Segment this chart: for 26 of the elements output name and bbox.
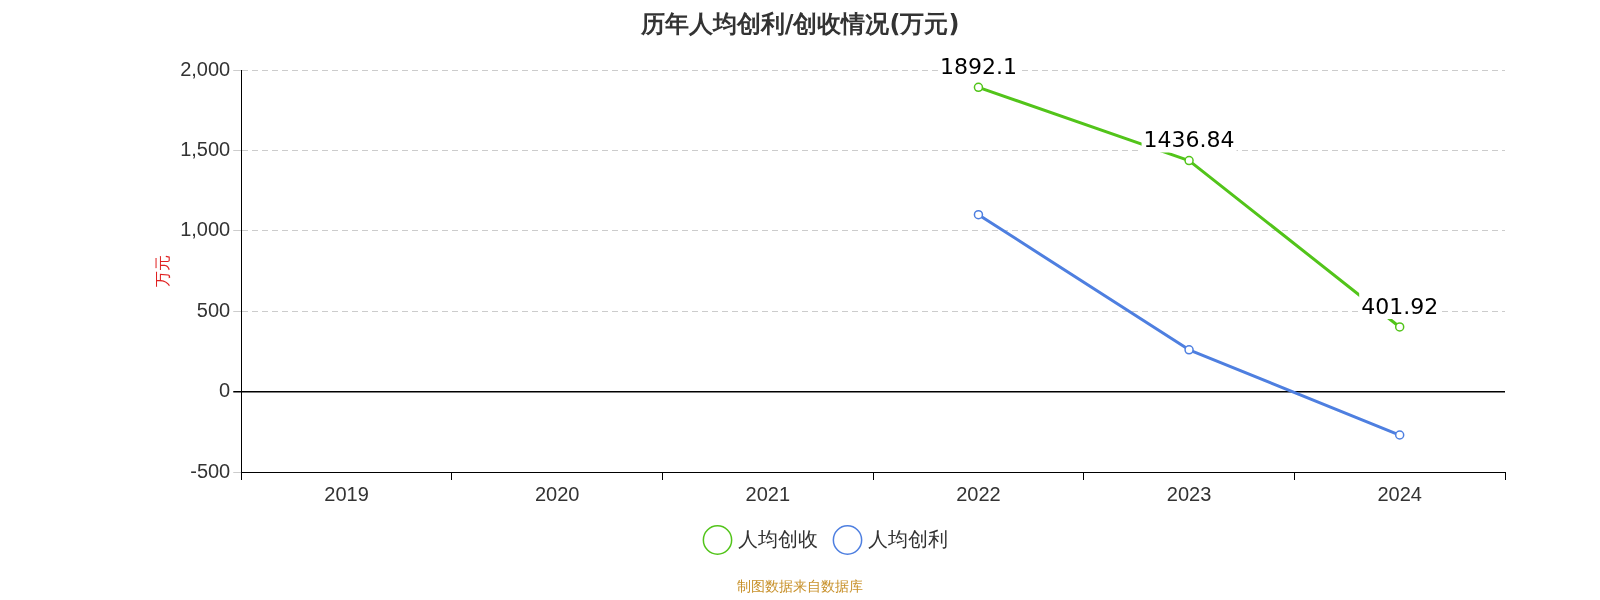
y-tick-label: 1,500 (180, 137, 231, 160)
data-label: 1436.84 (1143, 127, 1235, 153)
point (1394, 430, 1405, 440)
legend-label: 人均创利 (867, 527, 948, 550)
x-tick-label: 2019 (324, 482, 369, 505)
y-tick-label: -500 (190, 459, 231, 482)
legend-label: 人均创收 (737, 527, 818, 550)
chart-title: 历年人均创利/创收情况(万元) (639, 9, 961, 40)
data-label: 1892.1 (939, 54, 1017, 80)
point (1184, 345, 1194, 355)
x-tick-label: 2020 (534, 482, 580, 505)
y-tick-label: 0 (219, 379, 231, 402)
y-axis-title: 万元 (154, 255, 172, 287)
y-tick-label: 2,000 (180, 57, 231, 80)
point (1184, 155, 1194, 166)
text: 制图数据来自数据库 (736, 578, 864, 596)
point (973, 209, 984, 220)
x-tick-label: 2022 (956, 482, 1001, 505)
x-tick-label: 2024 (1377, 482, 1422, 505)
y-tick-label: 1,000 (180, 218, 231, 241)
data-label: 401.92 (1361, 293, 1439, 319)
x-tick-label: 2021 (745, 482, 791, 505)
y-tick-label: 500 (196, 298, 231, 321)
x-tick-label: 2023 (1166, 482, 1212, 505)
point (973, 82, 984, 93)
point (1394, 322, 1405, 332)
